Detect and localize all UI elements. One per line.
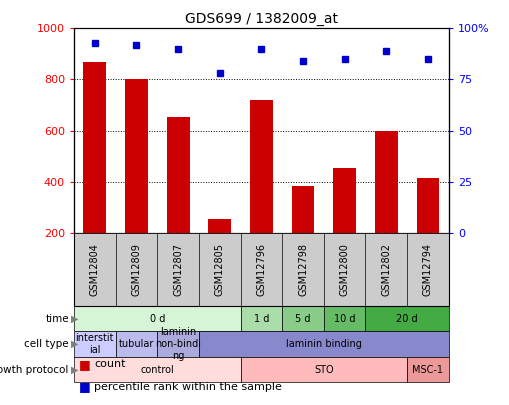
Text: ▶: ▶ — [71, 313, 79, 324]
Text: laminin binding: laminin binding — [286, 339, 361, 349]
Text: GSM12807: GSM12807 — [173, 243, 183, 296]
Text: 1 d: 1 d — [253, 313, 269, 324]
Bar — [125, 79, 148, 233]
Text: 20 d: 20 d — [395, 313, 417, 324]
Text: percentile rank within the sample: percentile rank within the sample — [94, 382, 281, 392]
Text: growth protocol: growth protocol — [0, 364, 69, 375]
Text: STO: STO — [314, 364, 333, 375]
Bar — [83, 62, 106, 233]
Text: MSC-1: MSC-1 — [412, 364, 443, 375]
Text: GSM12802: GSM12802 — [381, 243, 390, 296]
Title: GDS699 / 1382009_at: GDS699 / 1382009_at — [185, 12, 337, 26]
Bar — [416, 178, 439, 233]
Bar — [166, 117, 189, 233]
Text: GSM12794: GSM12794 — [422, 243, 432, 296]
Text: ▶: ▶ — [71, 339, 79, 349]
Text: GSM12796: GSM12796 — [256, 243, 266, 296]
Text: ■: ■ — [79, 380, 91, 393]
Bar — [332, 168, 355, 233]
Text: GSM12798: GSM12798 — [297, 243, 307, 296]
Text: count: count — [94, 360, 126, 369]
Bar — [374, 130, 397, 233]
Bar — [249, 100, 272, 233]
Text: 10 d: 10 d — [333, 313, 355, 324]
Bar — [208, 219, 231, 233]
Text: GSM12800: GSM12800 — [339, 243, 349, 296]
Text: GSM12805: GSM12805 — [214, 243, 224, 296]
Text: laminin
non-bindi
ng: laminin non-bindi ng — [155, 328, 201, 360]
Text: control: control — [140, 364, 174, 375]
Text: 5 d: 5 d — [295, 313, 310, 324]
Text: time: time — [45, 313, 69, 324]
Text: 0 d: 0 d — [149, 313, 164, 324]
Text: GSM12804: GSM12804 — [90, 243, 100, 296]
Text: ▶: ▶ — [71, 364, 79, 375]
Text: GSM12809: GSM12809 — [131, 243, 141, 296]
Text: cell type: cell type — [24, 339, 69, 349]
Text: interstit
ial: interstit ial — [75, 333, 114, 355]
Text: tubular: tubular — [119, 339, 154, 349]
Text: ■: ■ — [79, 358, 91, 371]
Bar — [291, 185, 314, 233]
